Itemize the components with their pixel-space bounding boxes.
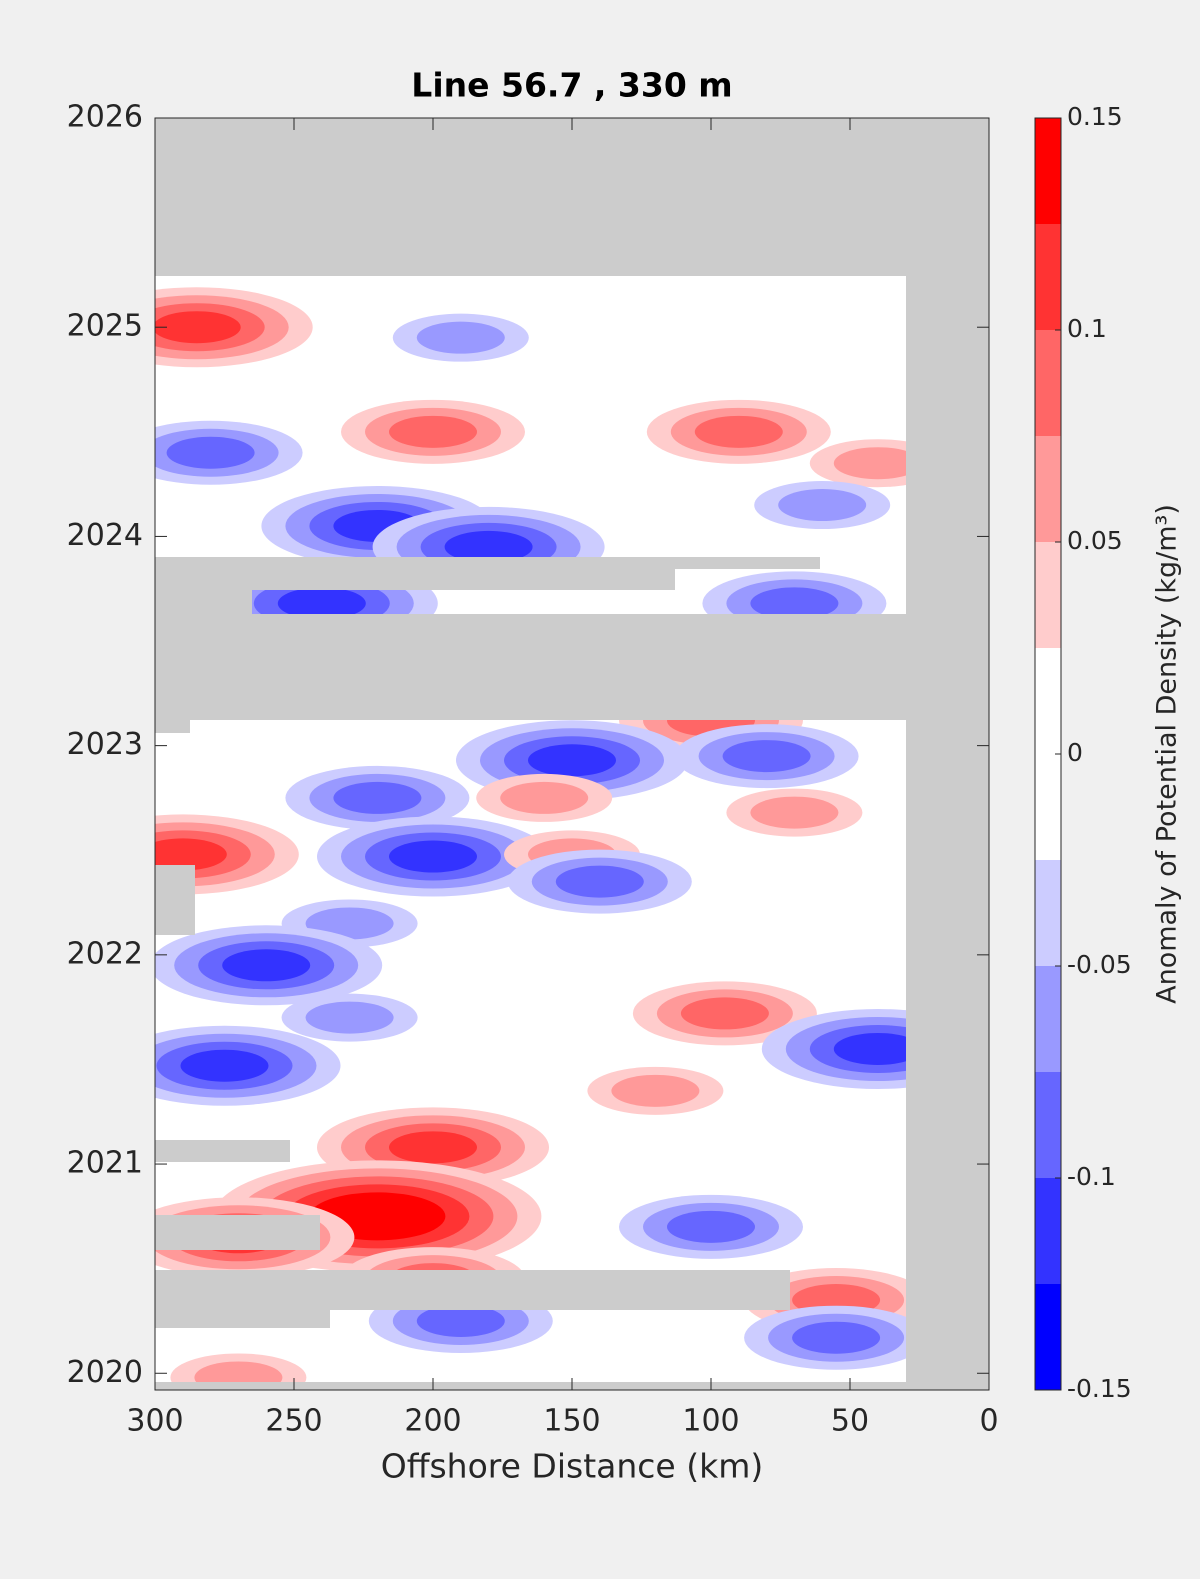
colorbar: -0.15 -0.1 -0.05 0 0.05 0.1 0.15 bbox=[1034, 102, 1132, 1403]
colorbar-tick-label: 0.1 bbox=[1067, 314, 1107, 343]
colorbar-tick-label: -0.1 bbox=[1067, 1162, 1116, 1191]
contour-level bbox=[389, 1131, 477, 1164]
colorbar-tick-label: -0.15 bbox=[1067, 1374, 1132, 1403]
contour-level bbox=[305, 1001, 394, 1034]
contour-level bbox=[222, 949, 311, 982]
x-tick-label: 250 bbox=[265, 1404, 322, 1439]
contour-level bbox=[500, 781, 589, 814]
no-data bbox=[155, 118, 989, 1390]
colorbar-tick-label: 0 bbox=[1067, 738, 1083, 767]
colorbar-bin bbox=[1035, 1284, 1061, 1390]
x-tick-label: 150 bbox=[543, 1404, 600, 1439]
x-tick-label: 200 bbox=[404, 1404, 461, 1439]
x-tick-label: 100 bbox=[682, 1404, 739, 1439]
colorbar-bin bbox=[1035, 966, 1061, 1072]
colorbar-bin bbox=[1035, 1072, 1061, 1178]
colorbar-bin bbox=[1035, 330, 1061, 436]
colorbar-bin bbox=[1035, 436, 1061, 542]
contour-level bbox=[389, 840, 477, 873]
contour-level bbox=[389, 415, 477, 448]
x-axis-label: Offshore Distance (km) bbox=[381, 1447, 763, 1486]
y-tick-label: 2022 bbox=[67, 936, 143, 971]
colorbar-tick-label: -0.05 bbox=[1067, 950, 1132, 979]
colorbar-tick-label: 0.05 bbox=[1067, 526, 1123, 555]
chart-title: Line 56.7 , 330 m bbox=[411, 66, 732, 105]
x-tick-label: 300 bbox=[126, 1404, 183, 1439]
contour-level bbox=[416, 321, 505, 354]
y-tick-label: 2021 bbox=[67, 1146, 143, 1181]
contour-level bbox=[277, 587, 366, 620]
contour-level bbox=[166, 436, 255, 469]
contour-level bbox=[555, 865, 644, 898]
colorbar-bin bbox=[1035, 542, 1061, 648]
contour-level bbox=[528, 744, 616, 777]
colorbar-bin bbox=[1035, 754, 1061, 860]
contour-level bbox=[333, 1200, 422, 1233]
colorbar-bin bbox=[1035, 118, 1061, 224]
colorbar-tick-label: 0.15 bbox=[1067, 102, 1123, 131]
colorbar-bin bbox=[1035, 648, 1061, 754]
contour-level bbox=[611, 1074, 700, 1107]
contour-level bbox=[792, 1321, 881, 1354]
contour-level bbox=[750, 587, 839, 620]
contour-level bbox=[444, 530, 533, 563]
contour-level bbox=[778, 489, 867, 522]
colorbar-bin bbox=[1035, 224, 1061, 330]
contour-level bbox=[155, 311, 241, 344]
contour-level bbox=[155, 838, 227, 871]
y-tick-label: 2025 bbox=[67, 309, 143, 344]
contour-level bbox=[694, 415, 783, 448]
contour-level bbox=[680, 997, 769, 1030]
contour-level bbox=[750, 796, 839, 829]
contour-level bbox=[833, 1032, 906, 1065]
colorbar-label: Anomaly of Potential Density (kg/m³) bbox=[1152, 504, 1183, 1004]
y-tick-label: 2024 bbox=[67, 518, 143, 553]
contour-level bbox=[194, 1361, 283, 1382]
contour-level bbox=[833, 447, 906, 480]
y-tick-label: 2026 bbox=[67, 100, 143, 135]
colorbar-bin bbox=[1035, 1178, 1061, 1284]
y-tick-label: 2023 bbox=[67, 727, 143, 762]
y-tick-label: 2020 bbox=[67, 1355, 143, 1390]
colorbar-bin bbox=[1035, 860, 1061, 966]
contour-level bbox=[722, 740, 811, 773]
contour-level bbox=[416, 1304, 505, 1337]
axes-box bbox=[154, 117, 990, 1391]
contour-level bbox=[667, 1210, 755, 1243]
x-tick-label: 50 bbox=[831, 1404, 869, 1439]
contour-level bbox=[333, 781, 422, 814]
x-tick-label: 0 bbox=[979, 1404, 998, 1439]
contour-level bbox=[180, 1049, 269, 1082]
